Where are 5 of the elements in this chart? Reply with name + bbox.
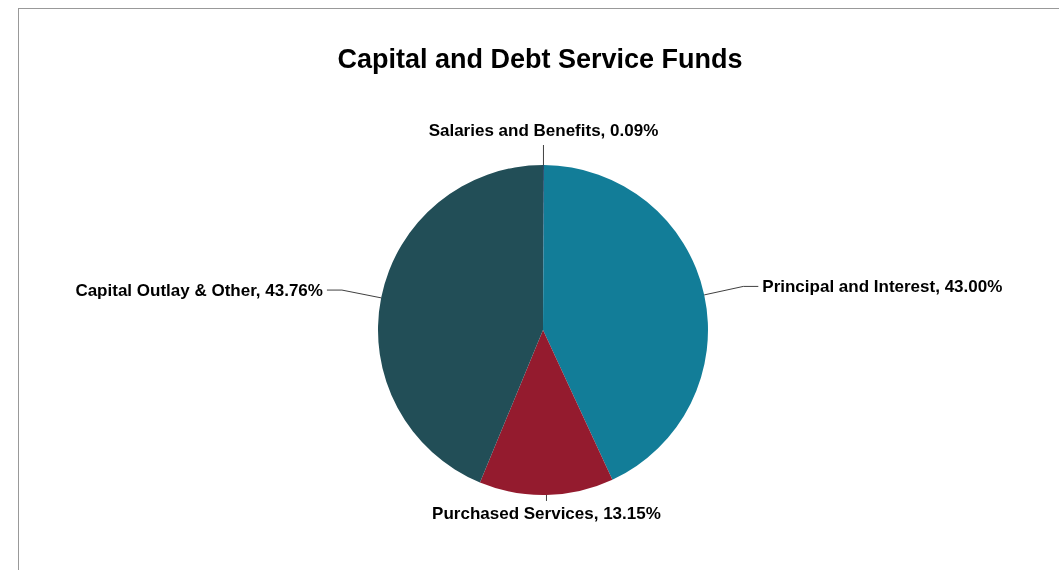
slice-label: Purchased Services, 13.15%: [432, 502, 661, 524]
slice-label: Principal and Interest, 43.00%: [762, 275, 1003, 297]
chart-title: Capital and Debt Service Funds: [337, 44, 743, 74]
slice-label: Salaries and Benefits, 0.09%: [428, 120, 659, 141]
slice-label: Capital Outlay & Other, 43.76%: [75, 279, 323, 301]
